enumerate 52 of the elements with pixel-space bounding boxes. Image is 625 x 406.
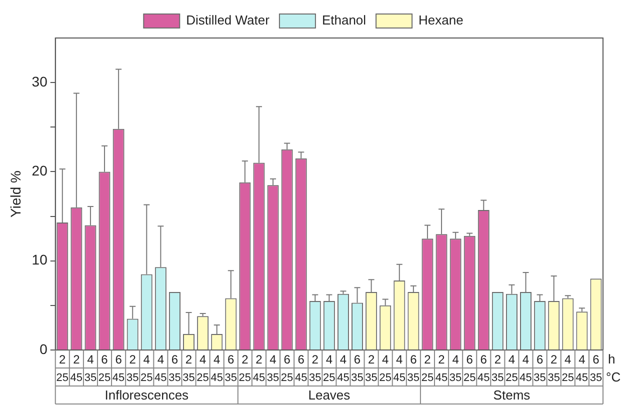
x-tick-label: 4 45: [576, 352, 588, 384]
x-tick-label: 6 35: [168, 352, 181, 384]
x-tick-label: 6 35: [590, 352, 602, 384]
x-tick-label: 2 25: [56, 352, 69, 384]
x-tick-label: 4 25: [140, 352, 153, 384]
x-tick-label: 4 35: [84, 352, 97, 384]
text: Inflorescences: [104, 388, 190, 403]
x-tick-label: 6 35: [351, 352, 364, 384]
x-tick-label: 2 35: [182, 352, 195, 384]
x-tick-label: 2 35: [548, 352, 560, 384]
y-tick-label: 20: [32, 162, 48, 179]
x-tick-label: 4 25: [196, 352, 209, 384]
x-tick-label: 6 35: [534, 352, 546, 384]
x-tick-label: 6 35: [224, 352, 238, 384]
text: Stems: [493, 388, 531, 403]
x-tick-label: 4 45: [154, 352, 167, 384]
x-tick-label: 6 35: [407, 352, 420, 384]
x-tick-label: 4 45: [337, 352, 350, 384]
x-tick-label: 4 25: [562, 352, 574, 384]
x-tick-label: 2 35: [309, 352, 322, 384]
x-tick-label: 6 25: [463, 352, 476, 384]
y-tick-label: 30: [32, 73, 48, 90]
x-tick-label: 4 25: [323, 352, 336, 384]
legend-label: Ethanol: [322, 12, 366, 28]
x-tick-label: 4 45: [210, 352, 223, 384]
x-tick-label: 4 45: [393, 352, 406, 384]
x-tick-label: 6 45: [112, 352, 125, 384]
y-tick-label: 0: [40, 340, 48, 357]
text: Leaves: [308, 388, 351, 403]
x-tick-label: 6 45: [478, 352, 490, 384]
x-tick-label: 2 35: [126, 352, 139, 384]
x-tick-label: 2 45: [70, 352, 83, 384]
text: h: [608, 352, 616, 367]
x-tick-label: 2 35: [492, 352, 504, 384]
x-tick-label: 2 25: [238, 352, 252, 384]
x-tick-label: 4 25: [506, 352, 518, 384]
x-tick-label: 4 25: [379, 352, 392, 384]
x-tick-label: 4 35: [449, 352, 462, 384]
x-tick-label: 2 25: [421, 352, 434, 384]
x-tick-label: 4 35: [266, 352, 280, 384]
legend-label: Distilled Water: [186, 12, 270, 28]
x-tick-label: 2 35: [365, 352, 378, 384]
x-tick-label: 2 45: [252, 352, 266, 384]
x-tick-label: 6 25: [98, 352, 111, 384]
x-tick-label: 4 45: [520, 352, 532, 384]
y-tick-label: 10: [32, 252, 48, 268]
x-tick-label: 6 45: [294, 352, 308, 384]
x-tick-label: 6 25: [280, 352, 294, 384]
x-tick-label: 2 45: [435, 352, 448, 384]
y-axis-title: Yield %: [7, 170, 24, 218]
text: °C: [606, 370, 621, 385]
legend-label: Hexane: [418, 12, 464, 28]
